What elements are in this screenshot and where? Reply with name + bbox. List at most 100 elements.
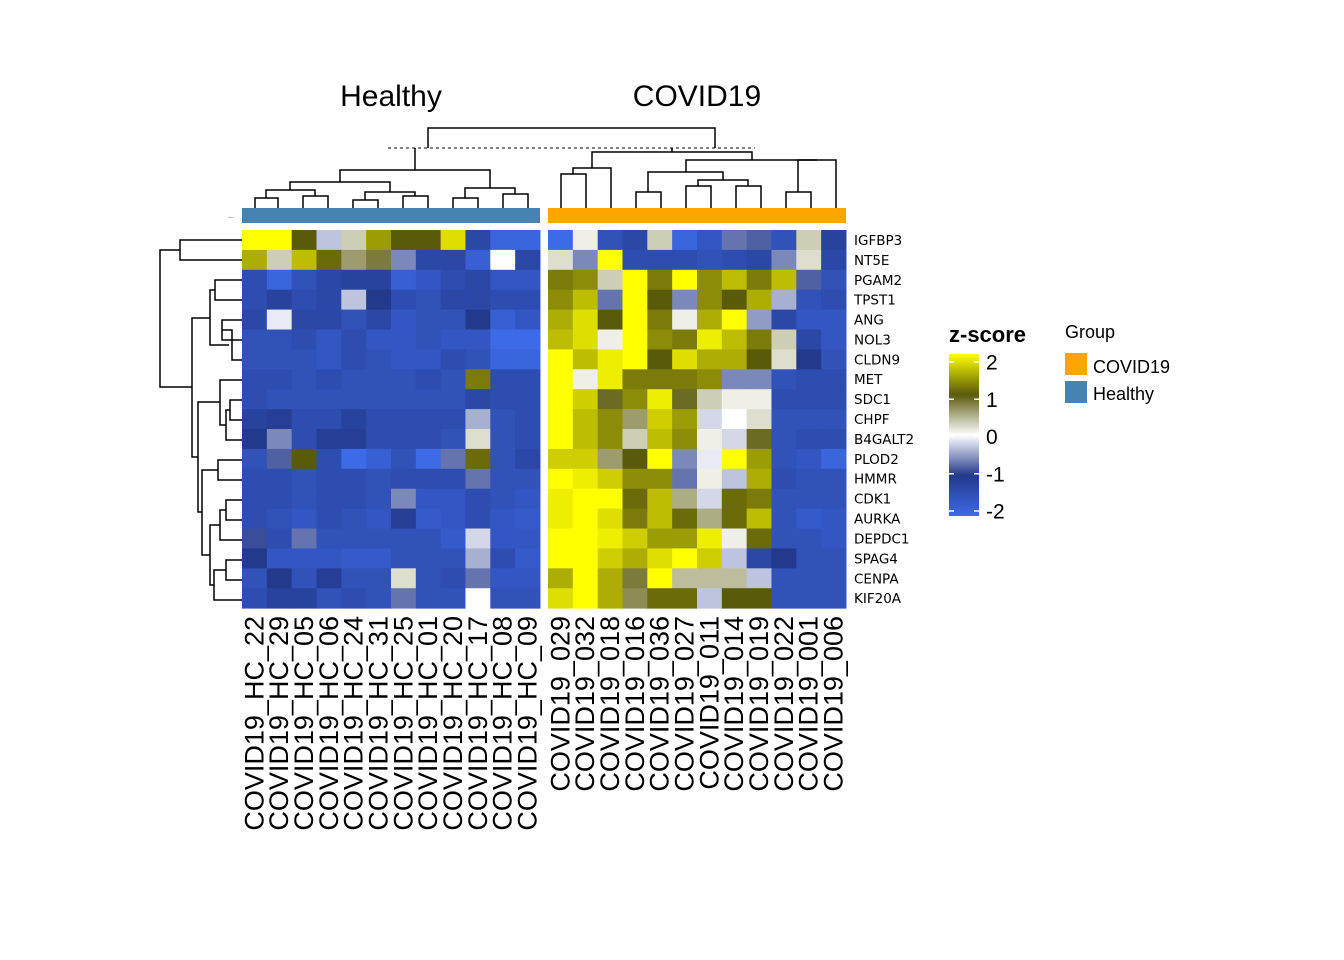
heatmap-cell [597, 448, 623, 470]
heatmap-cell [390, 369, 417, 390]
heatmap-cell [465, 448, 491, 470]
heatmap-cell [771, 409, 797, 430]
heatmap-cell [721, 369, 748, 390]
heatmap-cell [622, 230, 648, 251]
heatmap-cell [291, 568, 317, 589]
heatmap-cell [316, 329, 342, 350]
heatmap-cell [316, 429, 342, 450]
column-label: COVID19_HC_01 [413, 616, 443, 831]
heatmap-cell [746, 289, 772, 311]
row-dendrogram [159, 239, 242, 601]
heatmap-cell [291, 528, 317, 549]
row-label: IGFBP3 [854, 233, 902, 249]
heatmap-cell [771, 508, 797, 529]
heatmap-cell [515, 409, 541, 430]
heatmap-cell [597, 230, 623, 251]
heatmap-cell [771, 528, 797, 549]
heatmap-cell [440, 349, 466, 370]
heatmap-cell [316, 568, 342, 589]
heatmap-cell [647, 289, 673, 311]
heatmap-cell [672, 528, 698, 549]
row-labels: IGFBP3 NT5E PGAM2 TPST1 ANG NOL3 CLDN9 MET SDC1 C… [853, 233, 914, 607]
heatmap-cell [440, 488, 466, 510]
row-label: SDC1 [854, 392, 891, 408]
heatmap-cell [515, 349, 541, 370]
heatmap-cell [515, 369, 541, 390]
heatmap-cell [415, 329, 442, 350]
heatmap-cell [746, 429, 772, 450]
heatmap-cell [622, 269, 648, 291]
heatmap-cell [242, 249, 268, 271]
heatmap-cell [796, 349, 822, 370]
heatmap-cell [440, 369, 466, 390]
heatmap-cell [465, 349, 491, 370]
heatmap-cell [390, 230, 417, 251]
heatmap-cell [746, 329, 772, 350]
heatmap-cell [821, 329, 847, 350]
heatmap-cell [796, 329, 822, 350]
row-label: CLDN9 [854, 352, 900, 368]
heatmap-cell [341, 488, 367, 510]
heatmap-cell [672, 508, 698, 529]
heatmap-cell [696, 448, 723, 470]
heatmap-cell [291, 249, 317, 271]
heatmap-cell [622, 369, 648, 390]
heatmap-cell [548, 289, 574, 311]
heatmap-cell [572, 309, 599, 330]
heatmap-cell [242, 369, 268, 390]
heatmap-cell [696, 329, 723, 350]
heatmap-cell [672, 588, 698, 609]
heatmap-cell [415, 230, 442, 251]
row-label: CDK1 [854, 492, 891, 508]
row-label: NT5E [854, 253, 889, 269]
heatmap-cell [771, 309, 797, 330]
heatmap-cell [316, 588, 342, 609]
column-label: COVID19_HC_06 [314, 616, 344, 831]
heatmap-cell [390, 349, 417, 370]
heatmap-cell [572, 468, 599, 490]
heatmap-cell [721, 429, 748, 450]
heatmap-cell [415, 548, 442, 569]
heatmap-cell [746, 508, 772, 529]
heatmap-cell [721, 448, 748, 470]
heatmap-cell [647, 409, 673, 430]
heatmap-cell [821, 429, 847, 450]
heatmap-cell [341, 568, 367, 589]
heatmap-cell [548, 369, 574, 390]
heatmap-cell [796, 269, 822, 291]
heatmap-cell [515, 429, 541, 450]
heatmap-cell [266, 230, 293, 251]
heatmap-cell [415, 448, 442, 470]
heatmap-cell [696, 588, 723, 609]
heatmap-cell [366, 230, 392, 251]
heatmap-cell [771, 429, 797, 450]
heatmap-cell [366, 568, 392, 589]
heatmap-cell [647, 448, 673, 470]
heatmap-cell [696, 548, 723, 569]
heatmap-cell [548, 249, 574, 271]
heatmap-cell [266, 389, 293, 410]
heatmap-cell [597, 369, 623, 390]
heatmap-cell [597, 528, 623, 549]
heatmap-cell [746, 588, 772, 609]
heatmap-cell [440, 309, 466, 330]
heatmap-cell [647, 249, 673, 271]
heatmap-cell [415, 588, 442, 609]
heatmap-cell [696, 409, 723, 430]
column-label: COVID19_029 [545, 616, 575, 792]
heatmap-cell [796, 488, 822, 510]
heatmap-cell [341, 588, 367, 609]
heatmap-cell [771, 548, 797, 569]
color-scale-label: -2 [986, 501, 1005, 524]
heatmap-cell [796, 289, 822, 311]
row-label: KIF20A [854, 591, 902, 607]
heatmap-cell [366, 309, 392, 330]
heatmap-cell [341, 548, 367, 569]
heatmap-cell [548, 588, 574, 609]
heatmap-cell [721, 468, 748, 490]
heatmap-cell [721, 409, 748, 430]
heatmap-cell [440, 448, 466, 470]
heatmap-cell [821, 349, 847, 370]
heatmap-cell [465, 488, 491, 510]
heatmap-cell [572, 448, 599, 470]
